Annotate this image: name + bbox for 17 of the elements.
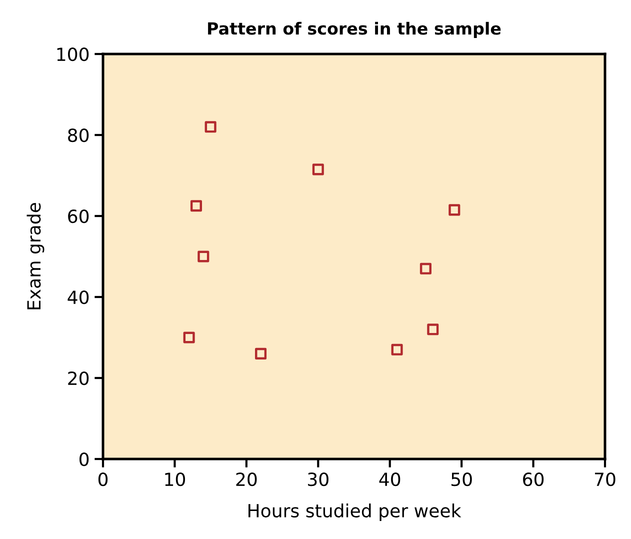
chart-title: Pattern of scores in the sample <box>208 22 501 38</box>
y-tick-label: 0 <box>80 452 89 466</box>
x-tick-label: 0 <box>98 472 108 486</box>
x-tick-label: 40 <box>379 472 400 486</box>
x-tick-label: 10 <box>165 472 186 486</box>
y-axis-title: Exam grade <box>26 202 44 310</box>
y-tick-label: 80 <box>68 128 89 142</box>
x-tick-label: 30 <box>308 472 328 486</box>
x-tick-label: 70 <box>594 472 616 486</box>
x-tick-label: 50 <box>451 472 472 486</box>
x-tick-label: 60 <box>523 472 544 486</box>
y-tick-label: 100 <box>57 47 89 62</box>
y-tick-label: 40 <box>68 290 89 304</box>
y-tick-label: 60 <box>68 209 89 224</box>
y-tick-label: 20 <box>68 371 89 386</box>
x-tick-label: 20 <box>236 472 257 486</box>
x-axis-title: Hours studied per week <box>248 504 462 522</box>
